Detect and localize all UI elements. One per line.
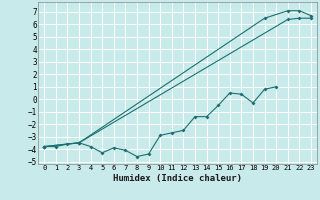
X-axis label: Humidex (Indice chaleur): Humidex (Indice chaleur) <box>113 174 242 183</box>
